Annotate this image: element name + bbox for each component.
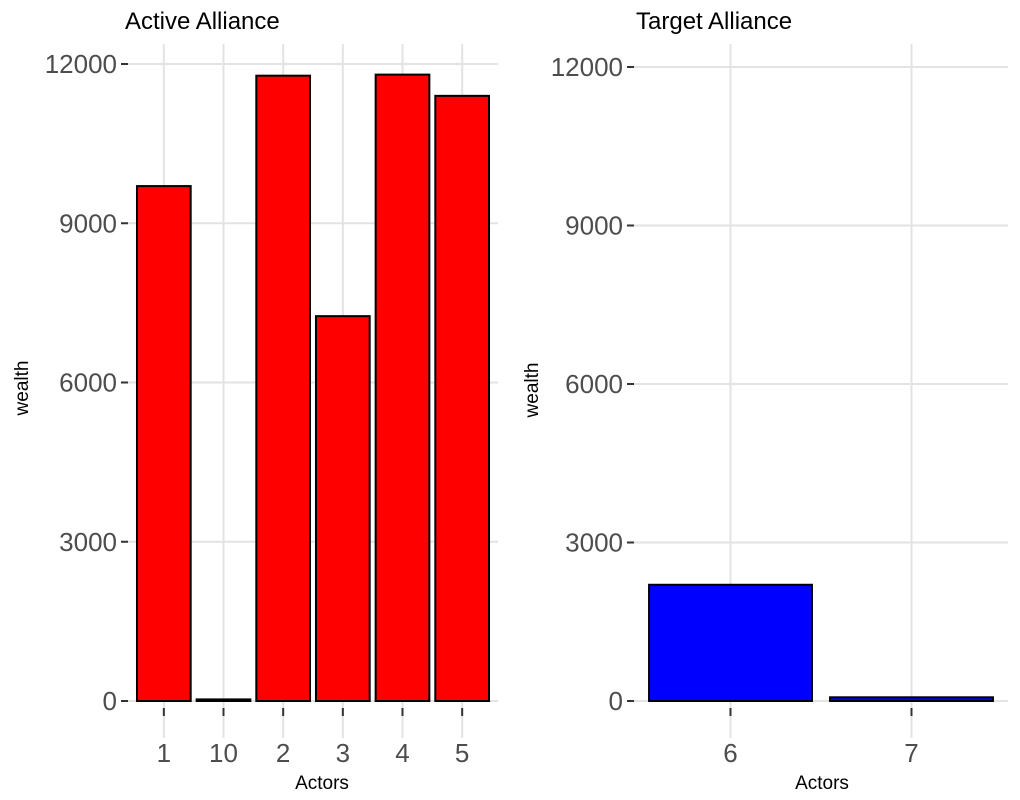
active-alliance-x-tick-label: 10	[209, 738, 238, 768]
active-alliance-x-axis-title: Actors	[295, 773, 349, 794]
active-alliance-y-tick-label: 12000	[45, 49, 117, 79]
target-alliance-y-tick-label: 6000	[565, 369, 623, 399]
active-alliance-y-tick-label: 9000	[59, 208, 117, 238]
target-alliance-y-tick-label: 12000	[551, 52, 623, 82]
target-alliance-y-tick-label: 9000	[565, 211, 623, 241]
target-alliance-x-tick-label: 7	[904, 738, 918, 768]
active-alliance-x-tick-label: 3	[336, 738, 350, 768]
active-alliance-bar-10	[195, 698, 252, 702]
active-alliance-bar-5	[434, 94, 491, 703]
target-alliance-y-tick-label: 0	[609, 686, 623, 716]
target-alliance-x-axis-title: Actors	[795, 773, 849, 794]
active-alliance-bar-1	[135, 185, 192, 702]
active-alliance-x-tick-label: 2	[276, 738, 290, 768]
active-alliance-bar-4	[374, 73, 431, 703]
target-alliance-y-axis-title: wealth	[522, 363, 543, 419]
target-alliance-x-tick-label: 6	[723, 738, 737, 768]
active-alliance-title: Active Alliance	[125, 8, 280, 35]
active-alliance-bar-3	[314, 315, 371, 702]
target-alliance-bar-6	[648, 583, 813, 702]
active-alliance-x-tick-label: 5	[455, 738, 469, 768]
target-alliance-title: Target Alliance	[636, 8, 792, 35]
active-alliance-x-tick-label: 4	[395, 738, 409, 768]
active-alliance-bar-2	[255, 74, 312, 702]
active-alliance-x-tick-label: 1	[157, 738, 171, 768]
active-alliance-y-tick-label: 6000	[59, 368, 117, 398]
active-alliance-panel: Active Alliance Actors wealth 0 3000 6000 9…	[12, 8, 498, 794]
target-alliance-panel: Target Alliance Actors wealth 0 3000 6000 9…	[522, 8, 1008, 794]
active-alliance-y-axis-title: wealth	[12, 361, 33, 417]
target-alliance-y-tick-label: 3000	[565, 528, 623, 558]
active-alliance-y-tick-label: 3000	[59, 527, 117, 557]
target-alliance-bar-7	[829, 696, 994, 703]
active-alliance-y-tick-label: 0	[103, 686, 117, 716]
